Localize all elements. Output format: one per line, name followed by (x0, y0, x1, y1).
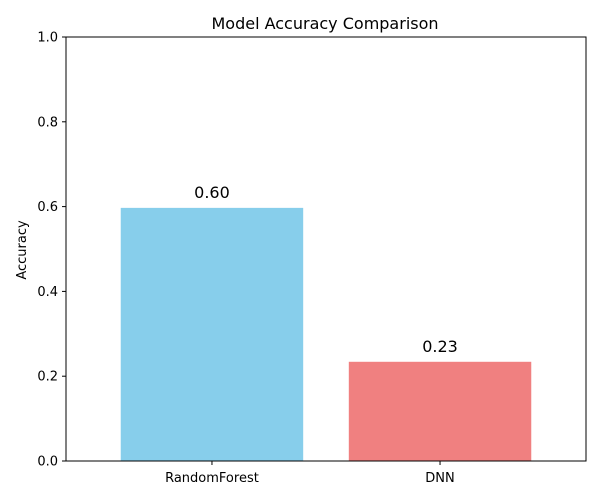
x-tick-label: RandomForest (165, 471, 259, 486)
bar-value-label: 0.60 (194, 183, 230, 202)
y-tick-label: 0.8 (37, 115, 58, 130)
bar-randomforest (120, 207, 304, 461)
y-axis-label: Accuracy (15, 220, 30, 280)
bar-labels-group: 0.60 0.23 (194, 183, 458, 356)
y-tick-label: 1.0 (37, 31, 58, 46)
chart-title: Model Accuracy Comparison (211, 14, 438, 33)
axes-frame (65, 36, 587, 462)
y-tick-label: 0.6 (37, 200, 58, 215)
y-tick-label: 0.0 (37, 455, 58, 470)
y-axis-ticks: 0.0 0.2 0.4 0.6 0.8 1.0 (37, 31, 66, 470)
plot-area: 0.60 0.23 0.0 0.2 0.4 0.6 0.8 1.0 RandomForest… (37, 31, 587, 486)
bar-value-label: 0.23 (422, 337, 458, 356)
bars-group (120, 207, 532, 461)
y-tick-label: 0.4 (37, 285, 58, 300)
x-tick-label: DNN (425, 471, 454, 486)
x-axis-ticks: RandomForest DNN (165, 461, 455, 486)
bar-dnn (348, 361, 532, 461)
y-tick-label: 0.2 (37, 370, 58, 385)
